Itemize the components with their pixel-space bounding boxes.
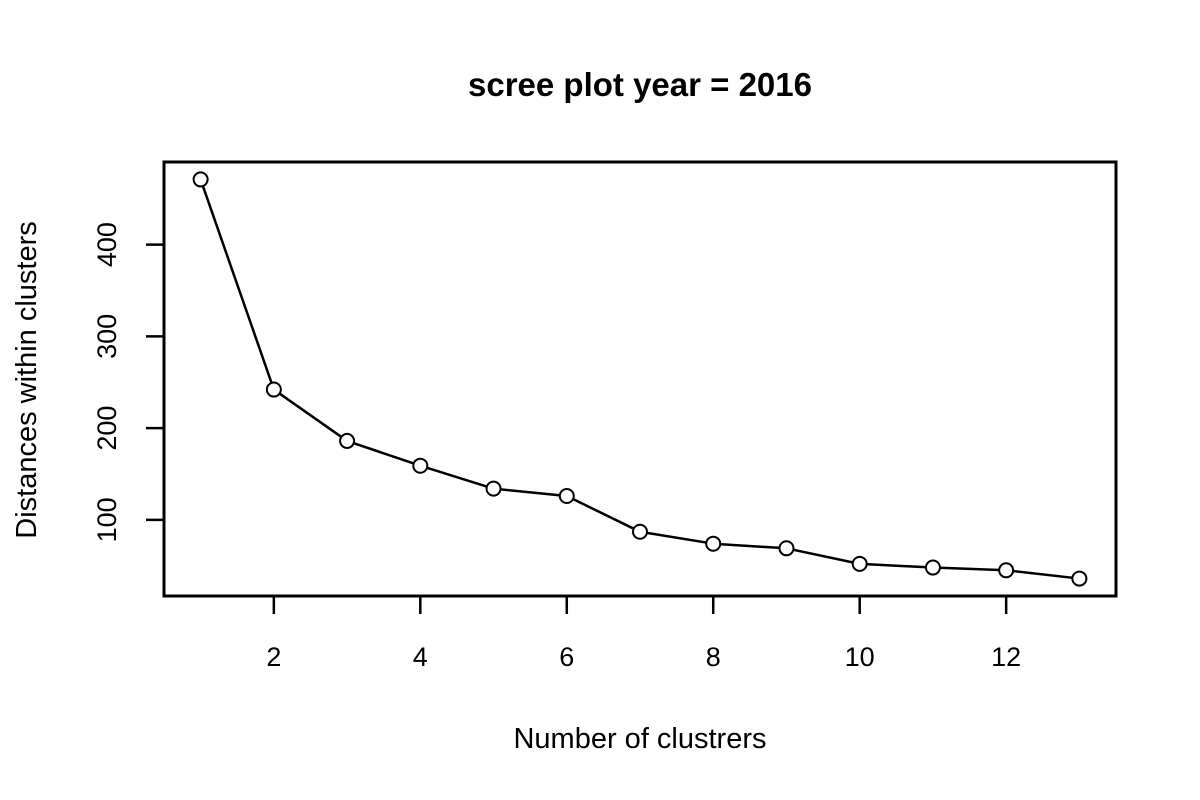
- data-point: [339, 432, 356, 449]
- x-tick-label: 2: [266, 642, 281, 672]
- x-axis: 2 4 6 8 10 12: [266, 594, 1021, 672]
- data-point: [265, 381, 282, 398]
- y-tick-label: 400: [92, 222, 122, 267]
- x-tick-label: 10: [845, 642, 875, 672]
- y-tick-label: 300: [92, 314, 122, 359]
- data-point: [412, 457, 429, 474]
- data-point: [632, 523, 648, 540]
- x-ticks: 2 4 6 8 10 12: [266, 596, 1021, 672]
- x-tick-label: 6: [559, 642, 574, 672]
- data-point: [1071, 570, 1088, 587]
- y-axis: 100 200 300 400: [92, 222, 166, 542]
- x-axis-label: Number of clustrers: [513, 723, 766, 755]
- y-tick-label: 200: [92, 406, 122, 451]
- x-tick-label: 8: [706, 642, 721, 672]
- data-point: [778, 540, 795, 557]
- data-point: [558, 487, 575, 504]
- data-point: [851, 555, 868, 572]
- data-point: [192, 171, 209, 188]
- data-point: [485, 480, 502, 497]
- data-point: [998, 562, 1015, 579]
- data-point: [924, 559, 941, 576]
- data-point: [705, 535, 722, 552]
- y-ticks: 100 200 300 400: [92, 222, 164, 542]
- x-tick-label: 4: [413, 642, 428, 672]
- chart-title: scree plot year = 2016: [468, 66, 812, 103]
- y-axis-label: Distances within clusters: [11, 221, 43, 539]
- data-points: [192, 171, 1088, 587]
- y-tick-label: 100: [92, 497, 122, 542]
- x-tick-label: 12: [991, 642, 1021, 672]
